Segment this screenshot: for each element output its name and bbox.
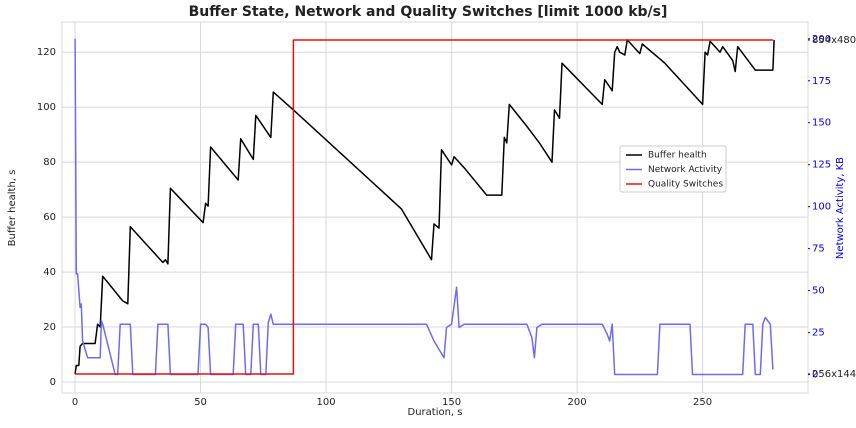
legend-label: Quality Switches [648,180,723,190]
y-tick-label: 0 [50,377,56,388]
x-tick-label: 200 [568,397,587,408]
y2-tick-label: 25 [812,328,825,339]
y3-tick-label: 256x144 [812,369,856,380]
y-tick-label: 100 [37,102,56,113]
y-tick-label: 60 [43,212,56,223]
y2-tick-label: 50 [812,286,825,297]
series-line [74,39,775,374]
series-line [74,38,774,376]
y2-tick-label: 75 [812,244,825,255]
y-tick-label: 20 [43,322,56,333]
y-axis-label: Buffer health, s [7,170,18,247]
legend-box [619,145,727,193]
y2-tick-label: 150 [812,118,831,129]
y2-tick-label: 100 [812,202,831,213]
x-tick-label: 0 [72,397,78,408]
x-axis-label: Duration, s [408,407,463,418]
plot-frame [61,21,809,394]
legend-label: Network Activity [648,165,723,175]
y-tick-label: 80 [43,157,56,168]
y2-tick-label: 175 [812,76,831,87]
x-tick-label: 150 [442,397,461,408]
y-tick-label: 40 [43,267,56,278]
y-tick-label: 120 [37,47,56,58]
y2-tick-label: 0 [812,370,818,381]
x-tick-label: 250 [693,397,712,408]
y2-tick-label: 200 [812,34,831,45]
y3-tick-label: 854x480 [812,35,856,46]
y2-axis-label: Network Activity, KB [835,157,846,259]
chart-title: Buffer State, Network and Quality Switch… [189,4,668,20]
y2-tick-label: 125 [812,160,831,171]
x-tick-label: 50 [194,397,207,408]
series-line [75,39,773,375]
legend-label: Buffer health [648,151,707,161]
x-tick-label: 100 [317,397,336,408]
